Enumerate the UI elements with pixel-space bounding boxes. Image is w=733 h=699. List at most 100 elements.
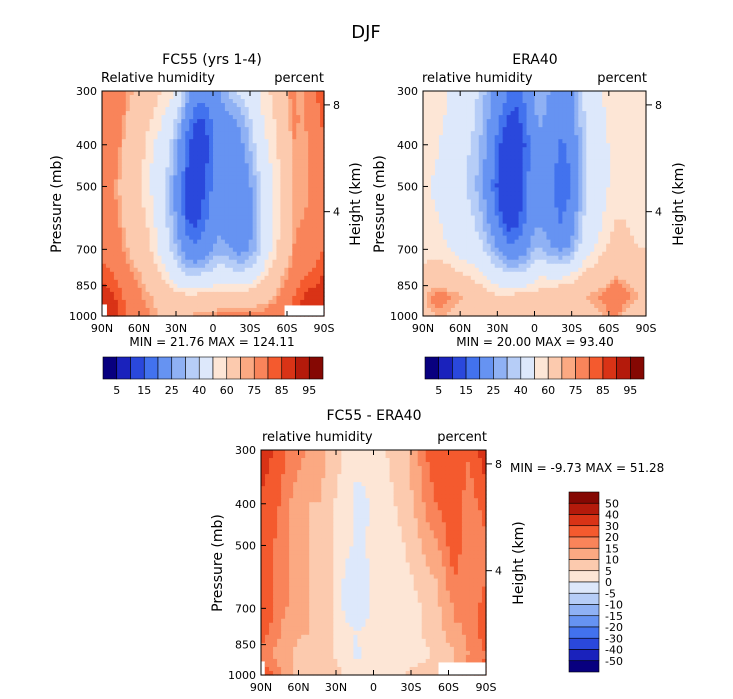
data-cell <box>490 103 496 108</box>
data-cell <box>244 171 250 176</box>
data-cell <box>280 159 285 164</box>
data-cell <box>276 127 281 132</box>
data-cell <box>133 199 139 205</box>
data-cell <box>109 191 115 197</box>
data-cell <box>438 127 444 132</box>
data-cell <box>205 187 210 193</box>
data-cell <box>205 247 210 253</box>
data-cell <box>121 91 127 96</box>
data-cell <box>102 287 107 293</box>
data-cell <box>129 223 135 229</box>
data-cell <box>260 179 266 185</box>
data-cell <box>308 183 313 189</box>
data-cell <box>430 155 436 160</box>
data-cell <box>308 263 313 269</box>
data-cell <box>213 299 218 305</box>
data-cell <box>470 119 476 124</box>
data-cell <box>248 151 254 156</box>
data-cell <box>220 95 226 100</box>
data-cell <box>578 91 583 96</box>
data-cell <box>129 95 135 100</box>
data-cell <box>276 159 281 164</box>
data-cell <box>423 167 428 172</box>
data-cell <box>562 163 567 168</box>
data-cell <box>320 95 325 100</box>
data-cell <box>201 179 206 185</box>
data-cell <box>141 159 147 164</box>
data-cell <box>272 131 278 136</box>
data-cell <box>574 135 579 140</box>
data-cell <box>129 147 135 152</box>
data-cell <box>220 191 226 197</box>
data-cell <box>197 207 202 213</box>
data-cell <box>542 163 548 168</box>
data-cell <box>102 127 107 132</box>
data-cell <box>446 143 452 148</box>
data-cell <box>590 99 595 104</box>
data-cell <box>522 199 528 205</box>
data-cell <box>224 103 230 108</box>
data-cell <box>209 263 214 269</box>
data-cell <box>125 235 131 241</box>
data-cell <box>145 283 151 289</box>
data-cell <box>113 279 119 285</box>
data-cell <box>486 127 492 132</box>
data-cell <box>157 219 163 225</box>
data-cell <box>320 271 325 277</box>
data-cell <box>181 303 186 309</box>
data-cell <box>121 95 127 100</box>
data-cell <box>474 159 480 164</box>
data-cell <box>220 187 226 193</box>
data-cell <box>450 123 456 128</box>
data-cell <box>320 231 325 237</box>
data-cell <box>316 131 321 136</box>
data-cell <box>161 207 167 213</box>
data-cell <box>474 211 480 217</box>
data-cell <box>105 139 111 144</box>
data-cell <box>598 203 603 209</box>
data-cell <box>129 143 135 148</box>
data-cell <box>149 195 155 201</box>
data-cell <box>117 231 123 237</box>
data-cell <box>510 155 516 160</box>
data-cell <box>526 183 532 189</box>
data-cell <box>423 191 428 197</box>
data-cell <box>594 99 599 104</box>
data-cell <box>582 207 587 213</box>
data-cell <box>490 99 496 104</box>
data-cell <box>201 131 206 136</box>
data-cell <box>320 195 325 201</box>
data-cell <box>161 243 167 249</box>
data-cell <box>606 215 611 221</box>
data-cell <box>450 135 456 140</box>
data-cell <box>478 179 484 185</box>
data-cell <box>296 147 301 152</box>
data-cell <box>268 287 274 293</box>
data-cell <box>610 159 615 164</box>
data-cell <box>268 195 274 201</box>
data-cell <box>292 239 297 245</box>
data-cell <box>276 307 281 313</box>
data-cell <box>542 171 548 176</box>
data-cell <box>145 255 151 261</box>
data-cell <box>216 95 222 100</box>
data-cell <box>177 243 182 249</box>
data-cell <box>145 115 151 120</box>
data-cell <box>566 207 571 213</box>
data-cell <box>252 291 258 297</box>
data-cell <box>102 187 107 193</box>
data-cell <box>530 123 536 128</box>
data-cell <box>109 295 115 301</box>
data-cell <box>590 167 595 172</box>
data-cell <box>113 171 119 176</box>
data-cell <box>582 99 587 104</box>
data-cell <box>224 95 230 100</box>
data-cell <box>232 175 238 180</box>
data-cell <box>300 279 305 285</box>
data-cell <box>268 155 274 160</box>
data-cell <box>542 91 548 96</box>
data-cell <box>224 307 230 313</box>
data-cell <box>205 203 210 209</box>
data-cell <box>506 131 512 136</box>
data-cell <box>538 95 544 100</box>
